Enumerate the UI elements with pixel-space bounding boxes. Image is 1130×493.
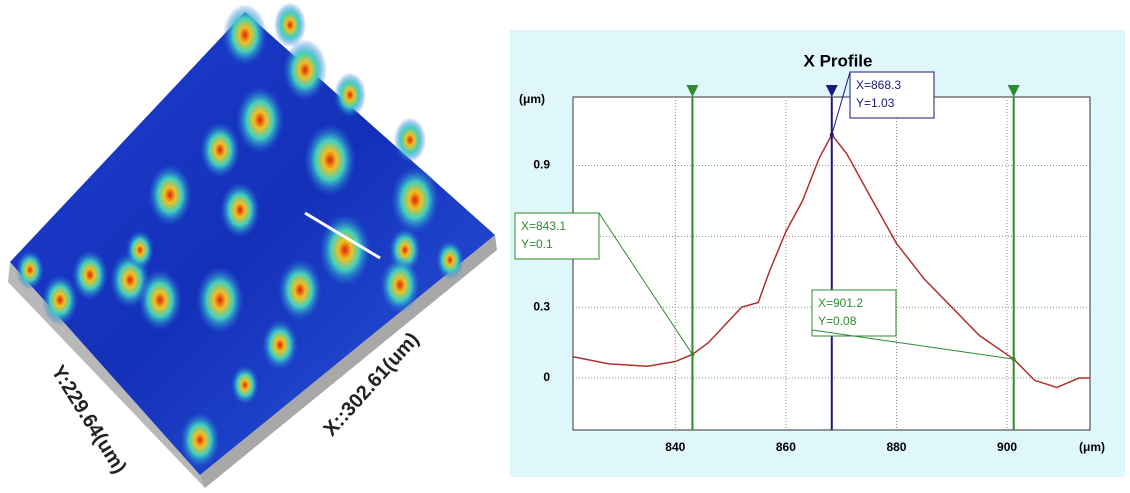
peak bbox=[236, 86, 284, 154]
peak bbox=[283, 39, 327, 101]
peak bbox=[200, 122, 240, 178]
annotation-box bbox=[849, 71, 935, 119]
peak bbox=[274, 2, 306, 48]
peak bbox=[148, 164, 192, 226]
surface-view: Y:229.64(um) X::302.61(um) bbox=[8, 2, 497, 488]
chart-title: X Profile bbox=[804, 51, 873, 70]
annotation-box bbox=[514, 212, 600, 260]
peak bbox=[196, 266, 244, 334]
peak bbox=[436, 240, 464, 280]
x-tick-label: 860 bbox=[776, 440, 796, 454]
peak bbox=[220, 182, 260, 238]
peak bbox=[126, 230, 154, 270]
profile-line bbox=[304, 211, 381, 260]
x-tick-label: 880 bbox=[886, 440, 906, 454]
y-tick-label: 0 bbox=[543, 370, 550, 384]
cursor-point bbox=[690, 352, 695, 357]
x-tick-label: 840 bbox=[665, 440, 685, 454]
cursor-marker bbox=[686, 85, 699, 97]
peak bbox=[278, 259, 322, 321]
peak bbox=[304, 123, 356, 197]
peak bbox=[180, 412, 220, 468]
peak bbox=[42, 274, 78, 326]
peak bbox=[334, 72, 366, 118]
peak bbox=[380, 257, 420, 313]
cursor-marker bbox=[825, 85, 838, 97]
annotation-leader bbox=[598, 212, 693, 355]
peak bbox=[138, 269, 182, 331]
cursor-point bbox=[829, 132, 834, 137]
cursor-point bbox=[1011, 357, 1016, 362]
annotation-y: Y=0.1 bbox=[521, 237, 553, 251]
annotation-y: Y=0.08 bbox=[818, 314, 857, 328]
annotation-x: X=901.2 bbox=[818, 296, 863, 310]
cursor-marker bbox=[1007, 85, 1020, 97]
peak bbox=[394, 117, 426, 163]
x-unit: (μm) bbox=[1079, 440, 1105, 454]
annotation-leader bbox=[811, 329, 1014, 360]
surface bbox=[10, 12, 495, 475]
peak bbox=[223, 4, 267, 66]
peak bbox=[319, 213, 371, 287]
annotation-y: Y=1.03 bbox=[856, 96, 895, 110]
peak bbox=[72, 249, 108, 301]
y-tick-label: 0.9 bbox=[533, 158, 550, 172]
surface-peaks bbox=[16, 2, 464, 468]
surface-side bbox=[200, 235, 497, 488]
peak bbox=[391, 166, 439, 234]
annotation-box bbox=[811, 289, 897, 337]
peak bbox=[231, 365, 259, 405]
annotation-leader bbox=[831, 71, 851, 135]
peak bbox=[16, 250, 44, 290]
y-unit: (μm) bbox=[519, 92, 545, 106]
x-tick-label: 900 bbox=[997, 440, 1017, 454]
annotation-x: X=868.3 bbox=[856, 78, 901, 92]
peak bbox=[262, 319, 298, 371]
chart: X Profile (μm) (μm) 00.30.60.98408608809… bbox=[510, 30, 1125, 477]
annotation-x: X=843.1 bbox=[521, 219, 566, 233]
y-tick-label: 0.3 bbox=[533, 299, 550, 313]
